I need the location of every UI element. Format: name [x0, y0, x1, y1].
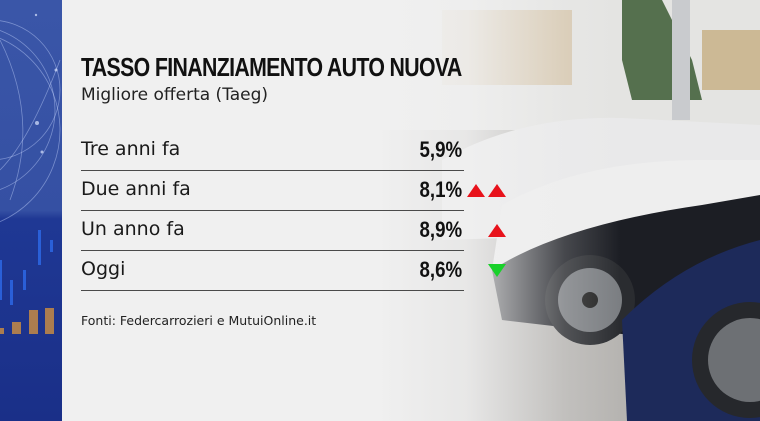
row-label: Tre anni fa: [81, 138, 181, 160]
trend-indicator: [488, 211, 506, 250]
row-value: 8,9%: [419, 217, 462, 242]
trend-indicator: [488, 251, 506, 290]
table-row: Oggi 8,6%: [81, 251, 506, 291]
down-arrow-icon: [488, 264, 506, 277]
chart-title: TASSO FINANZIAMENTO AUTO NUOVA: [81, 52, 462, 82]
row-value: 5,9%: [419, 137, 462, 162]
table-row: Due anni fa 8,1%: [81, 171, 506, 211]
row-label: Due anni fa: [81, 178, 191, 200]
trend-indicator: [467, 171, 506, 210]
table-row: Tre anni fa 5,9%: [81, 131, 464, 171]
up-arrow-icon: [488, 224, 506, 237]
header: TASSO FINANZIAMENTO AUTO NUOVA Migliore …: [81, 52, 521, 106]
row-value: 8,6%: [419, 257, 462, 282]
chart-subtitle: Migliore offerta (Taeg): [81, 85, 269, 105]
up-arrow-icon: [488, 184, 506, 197]
rate-table: Tre anni fa 5,9% Due anni fa 8,1% Un ann…: [81, 131, 506, 291]
row-label: Oggi: [81, 258, 126, 280]
row-value: 8,1%: [419, 177, 462, 202]
decorative-left-strip: [0, 0, 62, 421]
up-arrow-icon: [467, 184, 485, 197]
table-row: Un anno fa 8,9%: [81, 211, 506, 251]
row-label: Un anno fa: [81, 218, 185, 240]
source-note: Fonti: Federcarrozieri e MutuiOnline.it: [81, 313, 317, 328]
